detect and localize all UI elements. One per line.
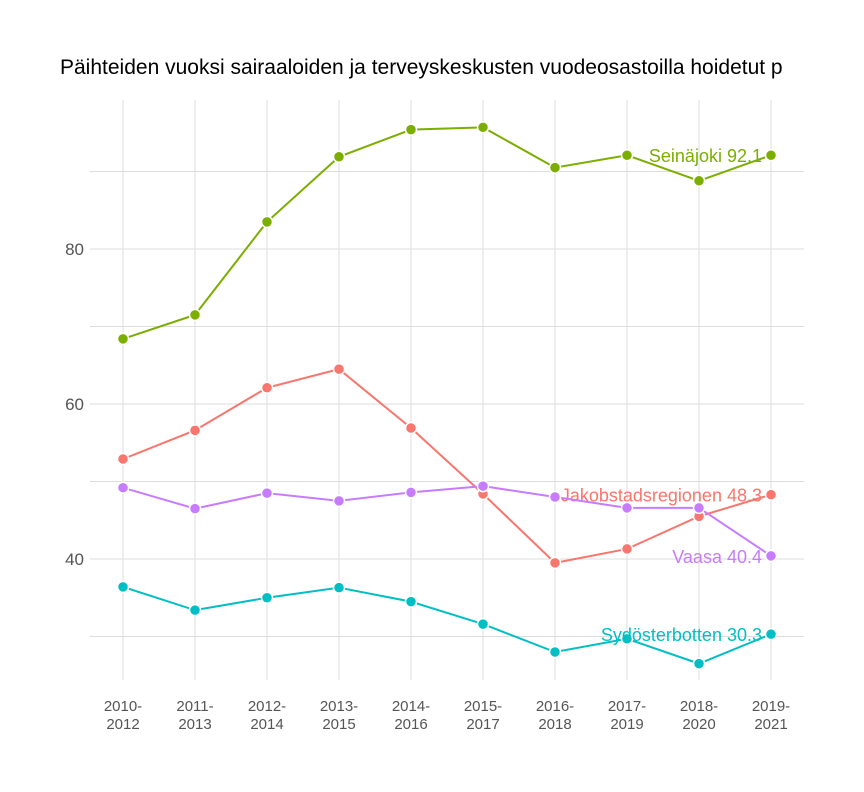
x-tick-label: 2019 xyxy=(610,716,643,733)
data-point xyxy=(260,591,274,604)
data-point xyxy=(332,150,346,164)
data-point xyxy=(404,486,418,499)
data-point xyxy=(332,581,346,594)
data-point xyxy=(692,501,706,515)
series-line xyxy=(122,368,772,564)
x-tick-label: 2014- xyxy=(392,698,430,715)
x-tick-label: 2019- xyxy=(752,698,790,715)
data-point xyxy=(332,494,346,508)
data-point xyxy=(260,486,274,500)
data-point xyxy=(116,481,130,494)
data-point xyxy=(188,603,202,617)
y-tick-label: 80 xyxy=(65,240,84,259)
data-point xyxy=(620,632,634,646)
data-point xyxy=(764,627,778,641)
chart-title: Päihteiden vuoksi sairaaloiden ja tervey… xyxy=(60,56,783,79)
data-point xyxy=(476,479,490,493)
data-point xyxy=(404,123,418,136)
x-tick-label: 2012- xyxy=(248,698,286,715)
data-point xyxy=(260,381,274,394)
x-tick-label: 2014 xyxy=(250,716,283,733)
data-point xyxy=(332,362,346,376)
data-point xyxy=(260,215,274,229)
data-point xyxy=(548,490,562,504)
x-tick-label: 2012 xyxy=(106,716,139,733)
data-point xyxy=(188,424,202,437)
data-point xyxy=(764,549,778,563)
data-point xyxy=(692,657,706,670)
x-tick-label: 2011- xyxy=(176,698,213,715)
data-point xyxy=(476,121,490,134)
x-tick-label: 2016 xyxy=(394,716,427,733)
y-tick-label: 40 xyxy=(65,550,84,569)
data-point xyxy=(620,501,634,515)
x-tick-label: 2015- xyxy=(464,698,502,715)
x-tick-label: 2020 xyxy=(682,716,715,733)
series-end-label: Vaasa 40.4 xyxy=(672,547,762,567)
data-point xyxy=(188,308,202,322)
data-point xyxy=(548,161,562,174)
x-tick-label: 2010- xyxy=(104,698,142,715)
data-point xyxy=(116,332,130,346)
data-point xyxy=(764,148,778,162)
data-point xyxy=(548,556,562,570)
x-tick-label: 2013 xyxy=(178,716,211,733)
x-tick-label: 2015 xyxy=(322,716,355,733)
series-line xyxy=(122,485,772,557)
data-point xyxy=(620,148,634,162)
data-point xyxy=(404,421,418,435)
data-point xyxy=(620,542,634,556)
data-point xyxy=(188,502,202,515)
data-point xyxy=(548,645,562,659)
x-tick-label: 2018- xyxy=(680,698,718,715)
series-end-label: Sydösterbotten 30.3 xyxy=(601,625,762,645)
x-tick-label: 2013- xyxy=(320,698,358,715)
x-tick-label: 2018 xyxy=(538,716,571,733)
series-end-label: Jakobstadsregionen 48.3 xyxy=(561,486,762,506)
x-tick-label: 2021 xyxy=(754,716,787,733)
data-point xyxy=(764,488,778,501)
series-line xyxy=(122,126,772,340)
x-tick-label: 2017 xyxy=(466,716,499,733)
x-tick-label: 2017- xyxy=(608,698,646,715)
series-end-label: Seinäjoki 92.1 xyxy=(649,146,762,166)
data-point xyxy=(476,617,490,631)
series-line xyxy=(122,585,772,665)
data-point xyxy=(116,452,130,466)
data-point xyxy=(404,595,418,608)
x-tick-label: 2016- xyxy=(536,698,574,715)
y-tick-label: 60 xyxy=(65,395,84,414)
data-point xyxy=(116,580,130,594)
data-point xyxy=(692,174,706,188)
